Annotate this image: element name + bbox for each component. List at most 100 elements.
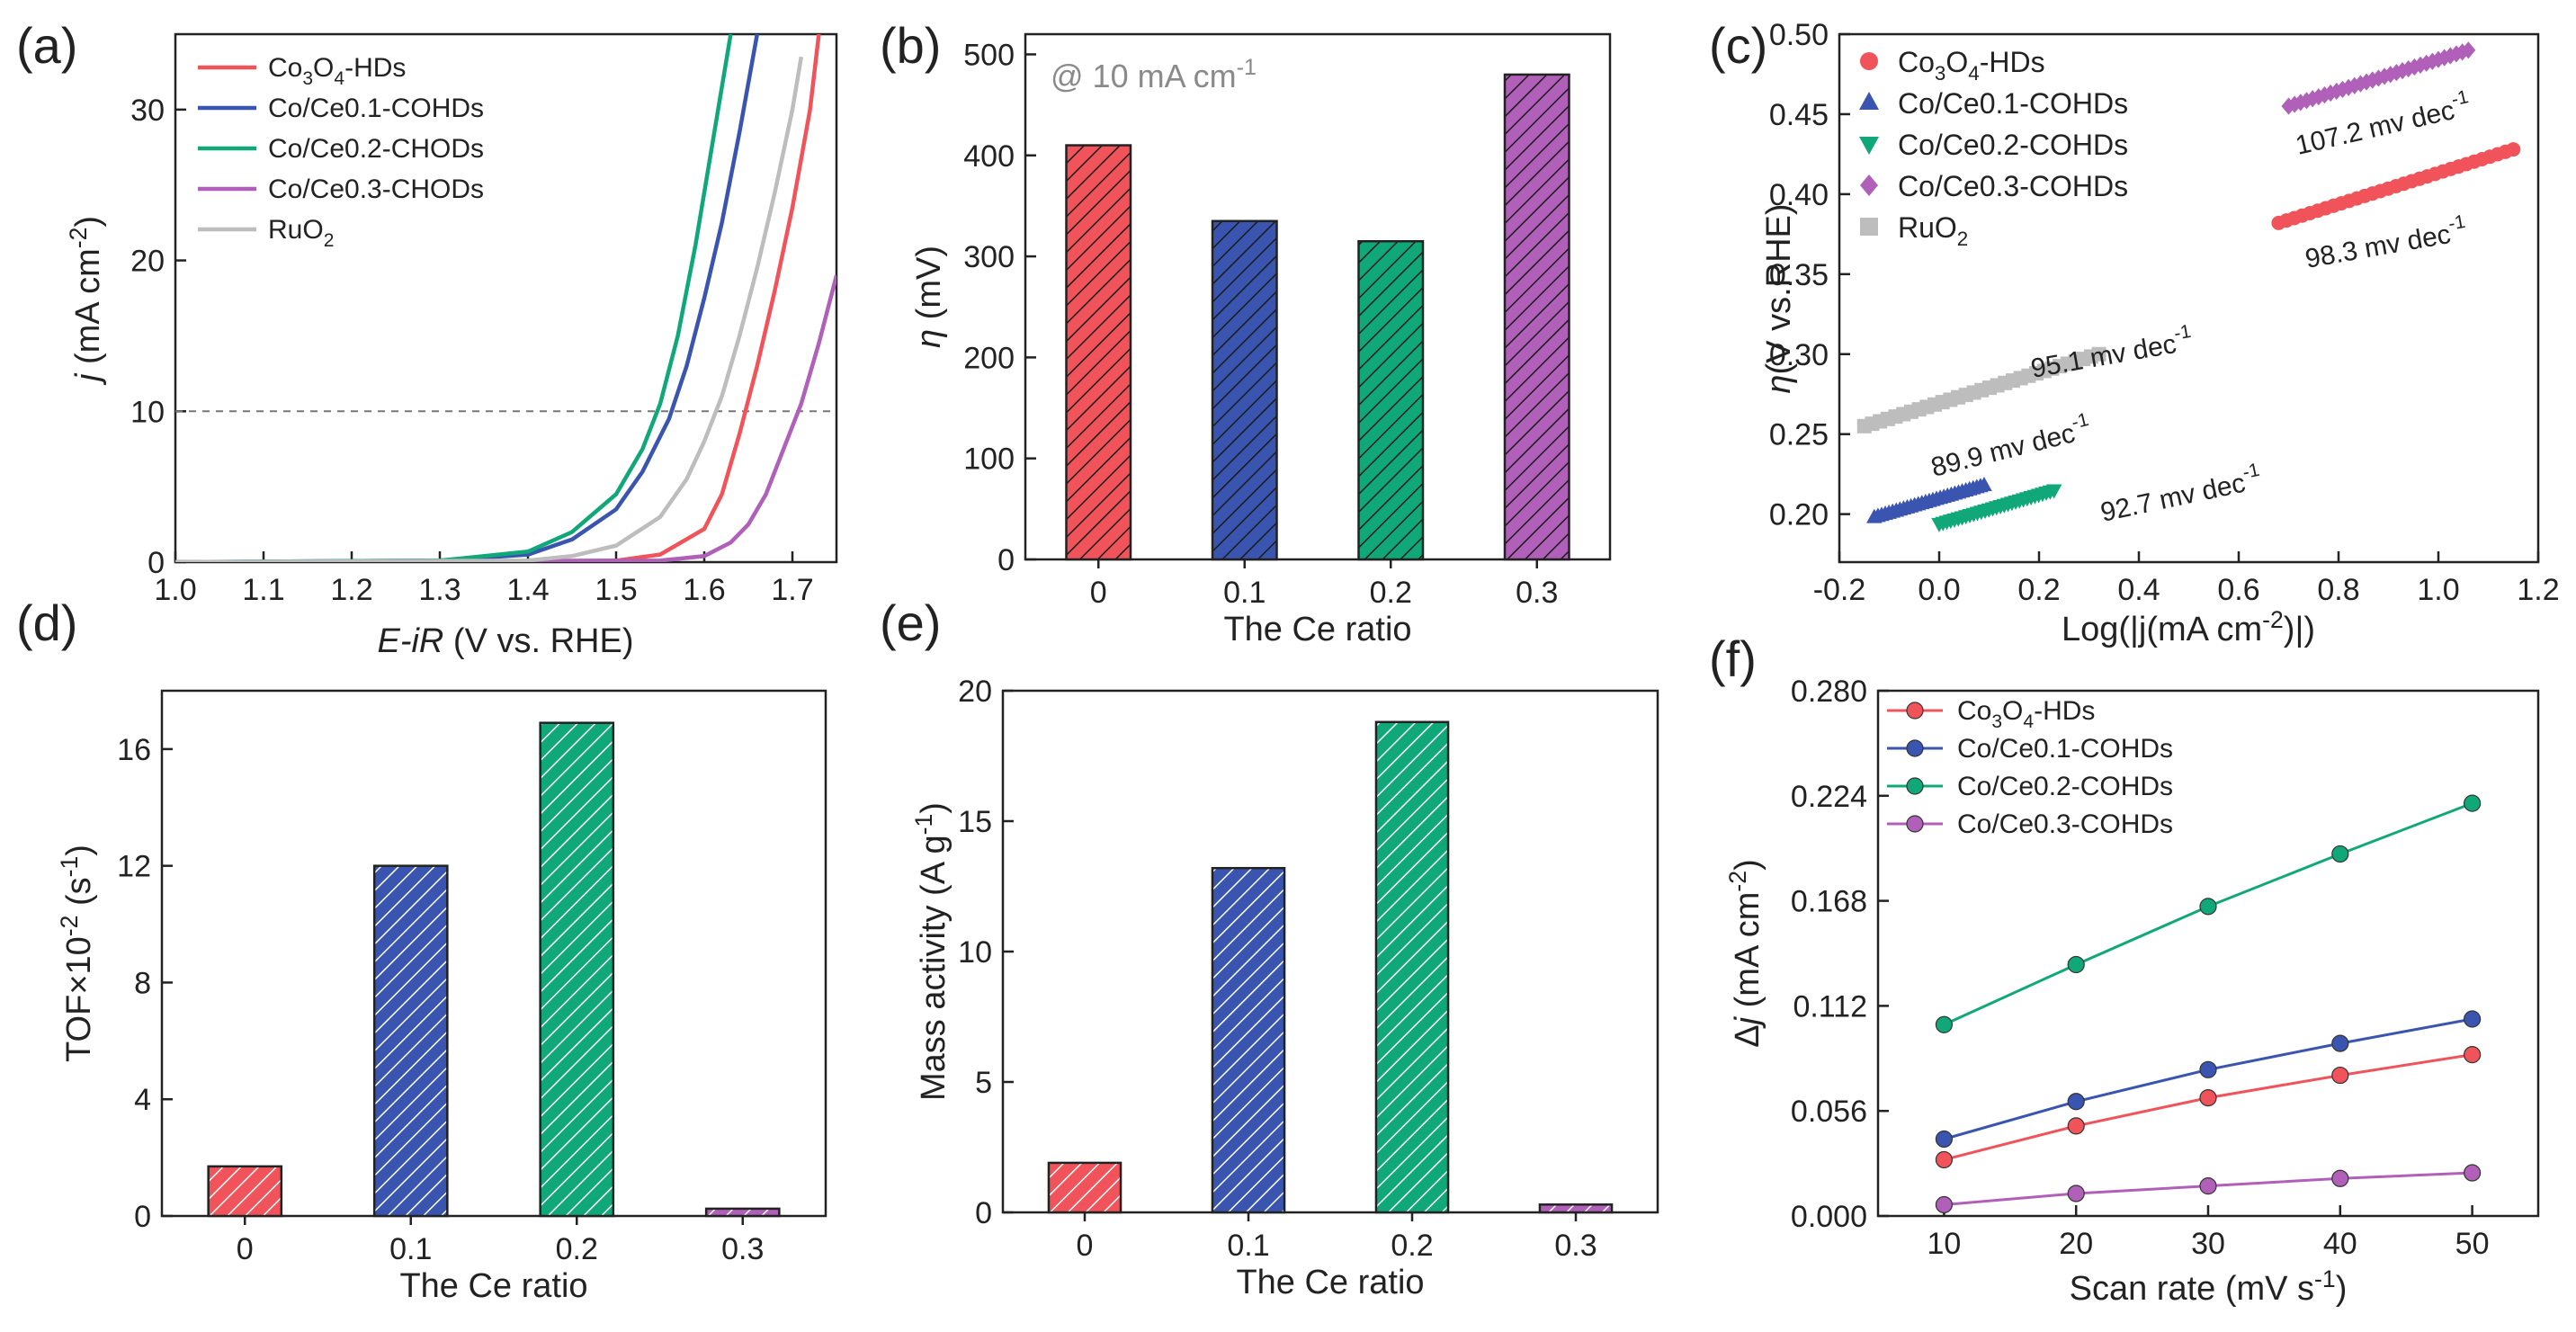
c-point-2 xyxy=(2045,484,2062,499)
e-bar-2 xyxy=(1374,720,1450,1214)
a-legend-label: Co3O4-HDs xyxy=(268,53,406,89)
c-x-axis-label: Log(|j(mA cm-2)|) xyxy=(2062,606,2315,648)
c-legend-label: Co/Ce0.3-COHDs xyxy=(1898,170,2128,202)
f-point-2 xyxy=(2331,845,2349,863)
f-point-2 xyxy=(2199,898,2217,916)
f-series-line-1 xyxy=(1943,1017,2473,1140)
f-x-tick-label: 10 xyxy=(1927,1227,1961,1261)
f-legend-label: Co/Ce0.3-COHDs xyxy=(1957,809,2173,839)
a-x-axis-label: E-iR (V vs. RHE) xyxy=(377,622,633,660)
e-panel-label: (e) xyxy=(880,594,941,651)
f-point-3 xyxy=(2199,1177,2217,1195)
c-point-3 xyxy=(2413,56,2428,74)
f-y-tick-label: 0.000 xyxy=(1791,1200,1867,1234)
f-legend-label: Co3O4-HDs xyxy=(1957,696,2095,732)
b-panel-label: (b) xyxy=(880,17,941,74)
a-x-tick-label: 1.4 xyxy=(506,573,549,607)
a-x-tick-label: 1.2 xyxy=(330,573,372,607)
f-point-0 xyxy=(2199,1088,2217,1107)
a-legend-label: Co/Ce0.1-COHDs xyxy=(268,94,484,123)
f-panel-label: (f) xyxy=(1709,630,1757,687)
c-point-3 xyxy=(2353,75,2368,93)
f-legend-marker xyxy=(1906,739,1924,757)
c-y-tick-label: 0.20 xyxy=(1769,498,1829,532)
plot-frame xyxy=(160,689,827,1218)
f-x-tick-label: 40 xyxy=(2323,1227,2357,1261)
b-x-tick-label: 0.2 xyxy=(1370,576,1412,610)
a-x-tick-label: 1.7 xyxy=(771,573,813,607)
f-x-axis-label: Scan rate (mV s-1) xyxy=(2070,1265,2348,1308)
f-x-tick-label: 30 xyxy=(2191,1227,2225,1261)
f-y-tick-label: 0.056 xyxy=(1791,1095,1867,1129)
c-legend-label: Co3O4-HDs xyxy=(1898,46,2045,85)
f-point-3 xyxy=(2464,1164,2482,1182)
c-y-tick-label: 0.50 xyxy=(1769,18,1829,52)
d-y-tick-label: 0 xyxy=(134,1200,151,1234)
panel-a: 1.0 1.1 1.2 1.3 1.4 1.5 1.6 1.7 0 10 20 30 Co3O4-HDs… xyxy=(16,17,838,660)
plot-frame xyxy=(1001,689,1659,1214)
c-slope-label-2: 92.7 mv dec-1 xyxy=(2097,460,2264,528)
e-y-tick-label: 20 xyxy=(958,675,992,709)
f-point-0 xyxy=(2331,1066,2349,1085)
d-panel-label: (d) xyxy=(16,594,77,651)
a-x-tick-label: 1.0 xyxy=(154,573,196,607)
d-x-tick-label: 0 xyxy=(237,1232,254,1266)
plot-frame xyxy=(1838,32,2540,564)
b-condition-annotation: @ 10 mA cm-1 xyxy=(1051,55,1257,94)
b-bar-0 xyxy=(1065,144,1132,561)
f-point-0 xyxy=(2464,1046,2482,1064)
c-point-4 xyxy=(2091,346,2106,362)
e-bar-0 xyxy=(1047,1161,1123,1214)
d-y-tick-label: 4 xyxy=(134,1083,151,1117)
f-y-tick-label: 0.112 xyxy=(1793,989,1867,1024)
a-y-tick-label: 20 xyxy=(130,245,165,279)
b-x-axis-label: The Ce ratio xyxy=(1223,611,1411,648)
f-point-3 xyxy=(2067,1184,2085,1202)
d-y-tick-label: 8 xyxy=(134,966,151,1000)
b-y-axis-label: η (mV) xyxy=(910,246,948,348)
b-y-tick-label: 0 xyxy=(997,543,1015,577)
a-legend-label: Co/Ce0.3-CHODs xyxy=(268,174,484,204)
c-x-tick-label: 0.6 xyxy=(2217,573,2259,607)
c-legend-label: RuO2 xyxy=(1898,211,1968,250)
c-point-3 xyxy=(2425,52,2440,70)
plot-frame xyxy=(1024,32,1612,561)
f-legend-marker xyxy=(1906,777,1924,795)
b-bar-1 xyxy=(1211,219,1278,561)
c-point-3 xyxy=(2329,82,2344,101)
f-point-2 xyxy=(2067,955,2085,974)
panel-e: 0 5 10 15 20 0 0.1 0.2 0.3 (e) The Ce ratio Mass ac… xyxy=(880,594,1659,1301)
b-y-tick-label: 500 xyxy=(963,38,1015,72)
a-y-tick-label: 30 xyxy=(130,94,165,128)
d-bar-1 xyxy=(372,864,449,1218)
c-point-1 xyxy=(1976,477,1992,492)
b-y-tick-label: 100 xyxy=(963,443,1015,477)
f-point-0 xyxy=(2067,1117,2085,1135)
a-series-line-1 xyxy=(175,34,760,562)
c-point-3 xyxy=(2448,45,2464,63)
f-y-tick-label: 0.168 xyxy=(1791,885,1867,919)
a-series-line-4 xyxy=(175,56,804,562)
e-x-axis-label: The Ce ratio xyxy=(1236,1264,1424,1301)
c-legend-marker xyxy=(1860,52,1878,70)
d-y-tick-label: 12 xyxy=(117,850,151,884)
c-slope-label-0: 98.3 mv dec-1 xyxy=(2302,211,2469,274)
plot-frame xyxy=(1876,689,2540,1218)
e-x-tick-label: 0.2 xyxy=(1391,1229,1433,1263)
b-y-tick-label: 400 xyxy=(963,139,1015,174)
f-point-1 xyxy=(1935,1130,1953,1149)
f-y-tick-label: 0.280 xyxy=(1791,675,1867,709)
c-point-3 xyxy=(2401,59,2416,78)
e-x-tick-label: 0.3 xyxy=(1554,1229,1597,1263)
c-x-tick-label: 0.0 xyxy=(1918,573,1960,607)
f-y-tick-label: 0.224 xyxy=(1791,780,1867,814)
c-y-tick-label: 0.45 xyxy=(1769,98,1829,132)
a-legend-label: Co/Ce0.2-CHODs xyxy=(268,134,484,164)
panel-b: 0 100 200 300 400 500 0 0.1 0.2 0.3 (b) The Ce rati… xyxy=(880,17,1612,648)
d-bar-0 xyxy=(207,1165,283,1218)
e-x-tick-label: 0 xyxy=(1077,1229,1094,1263)
d-x-axis-label: The Ce ratio xyxy=(399,1267,587,1305)
e-y-tick-label: 15 xyxy=(958,805,992,839)
d-y-tick-label: 16 xyxy=(117,733,151,767)
f-legend-label: Co/Ce0.1-COHDs xyxy=(1957,734,2173,764)
